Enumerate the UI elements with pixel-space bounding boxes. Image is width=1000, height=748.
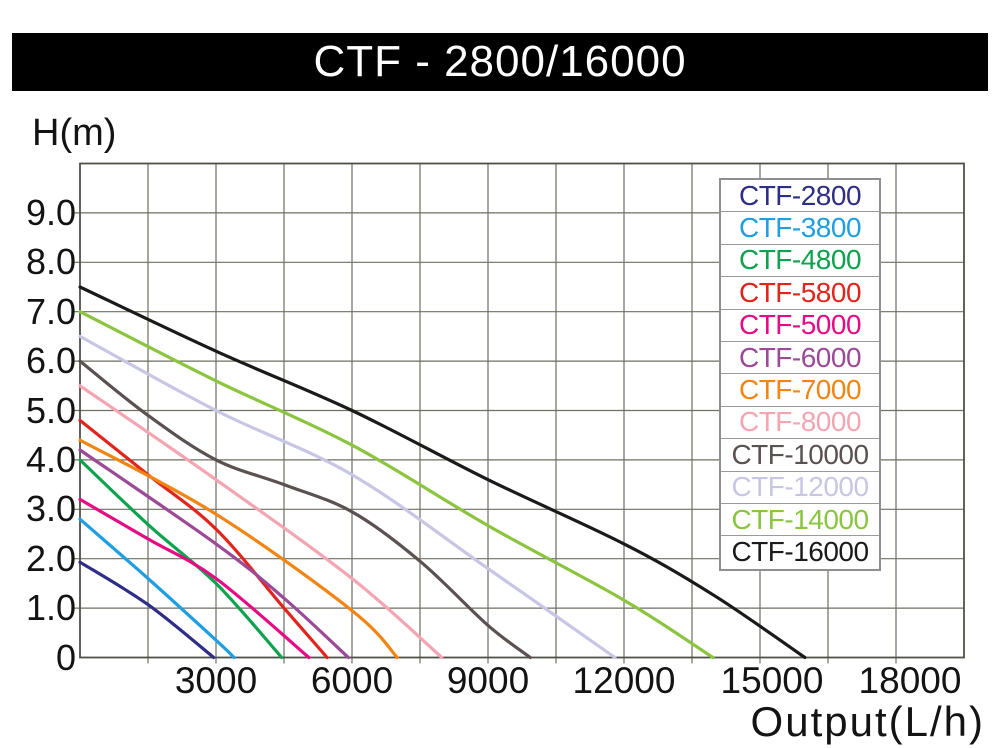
legend-item-ctf-16000: CTF-16000 — [721, 536, 879, 569]
curve-ctf-4800 — [78, 458, 284, 660]
legend-item-ctf-8000: CTF-8000 — [721, 406, 879, 440]
x-tick-18000: 18000 — [858, 660, 962, 701]
legend-item-ctf-3800: CTF-3800 — [721, 212, 879, 245]
curve-ctf-14000 — [78, 310, 715, 660]
curve-ctf-6000 — [78, 448, 350, 660]
legend-item-ctf-10000: CTF-10000 — [721, 439, 879, 472]
x-tick-9000: 9000 — [446, 660, 530, 701]
legend-item-ctf-5800: CTF-5800 — [721, 277, 879, 310]
y-tick-0: 0 — [55, 636, 76, 678]
legend-item-ctf-7000: CTF-7000 — [721, 374, 879, 407]
legend-item-ctf-2800: CTF-2800 — [721, 180, 879, 213]
curve-ctf-3800 — [78, 517, 236, 660]
legend-item-ctf-4800: CTF-4800 — [721, 244, 879, 278]
y-tick-1.0: 1.0 — [25, 587, 76, 629]
legend-item-ctf-12000: CTF-12000 — [721, 471, 879, 504]
x-tick-12000: 12000 — [572, 660, 676, 701]
x-tick-6000: 6000 — [310, 660, 394, 701]
curve-ctf-8000 — [78, 384, 444, 660]
y-tick-5.0: 5.0 — [25, 389, 76, 431]
x-axis-title: Output(L/h) — [750, 698, 985, 745]
y-tick-3.0: 3.0 — [25, 488, 76, 530]
plot-border — [79, 162, 965, 659]
curve-ctf-7000 — [78, 438, 399, 660]
curve-ctf-5800 — [78, 418, 329, 660]
curve-ctf-10000 — [78, 359, 532, 660]
y-tick-9.0: 9.0 — [25, 191, 76, 233]
y-tick-6.0: 6.0 — [25, 340, 76, 382]
x-tick-15000: 15000 — [720, 660, 824, 701]
legend-item-ctf-5000: CTF-5000 — [721, 309, 879, 342]
legend-item-ctf-6000: CTF-6000 — [721, 341, 879, 375]
title-bar: CTF - 2800/16000 — [12, 33, 988, 91]
page-title: CTF - 2800/16000 — [313, 37, 687, 86]
curve-ctf-16000 — [78, 285, 807, 660]
y-tick-7.0: 7.0 — [25, 290, 76, 332]
x-tick-3000: 3000 — [174, 660, 258, 701]
legend-item-ctf-14000: CTF-14000 — [721, 503, 879, 537]
y-tick-2.0: 2.0 — [25, 537, 76, 579]
curve-ctf-2800 — [78, 560, 216, 660]
y-tick-4.0: 4.0 — [25, 438, 76, 480]
legend: CTF-2800 CTF-3800 CTF-4800 CTF-5800 CTF-5000… — [719, 178, 881, 571]
curve-ctf-5000 — [78, 497, 311, 660]
curve-ctf-12000 — [78, 334, 617, 660]
y-axis-title: H(m) — [32, 112, 117, 154]
y-tick-8.0: 8.0 — [25, 241, 76, 283]
